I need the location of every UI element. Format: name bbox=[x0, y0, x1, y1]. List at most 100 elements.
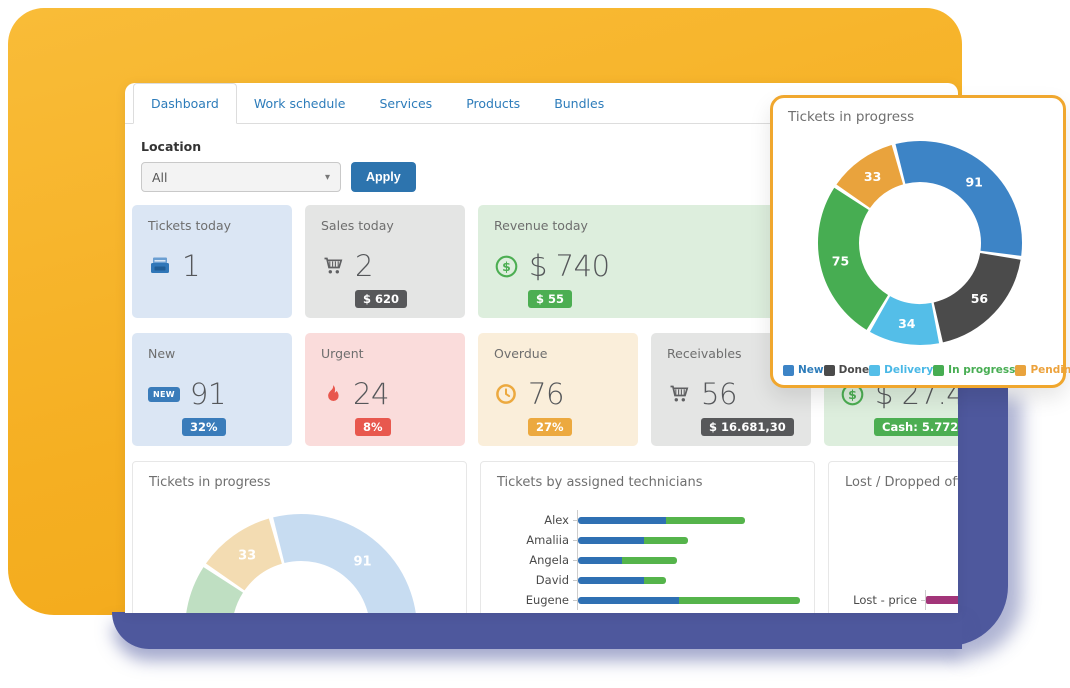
legend-item-in-progress[interactable]: In progress bbox=[933, 364, 1015, 376]
bar-segment-completed bbox=[621, 556, 677, 564]
stat-card-new[interactable]: New NEW 91 32% bbox=[132, 333, 292, 446]
stat-card-receivables[interactable]: Receivables 56 $ 16.681,30 bbox=[651, 333, 811, 446]
axis-tick bbox=[921, 599, 925, 601]
bar-row-angela: Angela bbox=[481, 550, 802, 570]
cart-icon bbox=[667, 382, 691, 406]
new-badge-icon: NEW bbox=[148, 386, 180, 402]
bar-label: Eugene bbox=[525, 593, 569, 607]
stat-value: 91 bbox=[189, 377, 226, 411]
location-filter: Location All ▾ Apply bbox=[141, 139, 958, 192]
purple-backdrop-bottom bbox=[112, 612, 962, 649]
stat-row-1: Tickets today 1 Sales today 2 $ 620 Revenue t… bbox=[132, 205, 811, 318]
lost-dropped-card: Lost / Dropped off tickets Lost - price bbox=[828, 461, 958, 613]
bar-segment-completed bbox=[643, 576, 666, 584]
axis-tick bbox=[573, 519, 577, 521]
svg-text:75: 75 bbox=[832, 253, 849, 268]
legend-label: Delivery bbox=[884, 364, 934, 376]
stat-title: Tickets today bbox=[148, 218, 232, 233]
bar-label: Alex bbox=[544, 513, 569, 527]
stat-card-revenue-today[interactable]: Revenue today $ $ 740 $ 55 bbox=[478, 205, 811, 318]
legend-swatch bbox=[823, 364, 835, 376]
bar-segment-completed bbox=[679, 596, 800, 604]
axis-tick bbox=[573, 539, 577, 541]
location-select[interactable]: All ▾ bbox=[141, 162, 341, 192]
stat-badge: 27% bbox=[528, 418, 572, 436]
legend-swatch bbox=[1015, 364, 1027, 376]
location-selected-value: All bbox=[152, 169, 168, 185]
printer-icon bbox=[148, 254, 172, 278]
svg-text:$: $ bbox=[502, 258, 511, 273]
bar-segment-price bbox=[926, 596, 958, 604]
stat-value: 24 bbox=[353, 377, 389, 411]
bar-row-alex: Alex bbox=[481, 510, 802, 530]
technicians-chart-card: Tickets by assigned technicians Alex Amal… bbox=[480, 461, 815, 613]
tab-products[interactable]: Products bbox=[466, 95, 521, 111]
stat-card-tickets-today[interactable]: Tickets today 1 bbox=[132, 205, 292, 318]
bar-label: Lost - price bbox=[853, 593, 917, 607]
flame-icon bbox=[321, 382, 343, 406]
stat-badge: 8% bbox=[355, 418, 391, 436]
location-label: Location bbox=[141, 139, 202, 154]
tab-bar: Dashboard Work schedule Services Products Bu… bbox=[125, 83, 958, 124]
svg-text:33: 33 bbox=[238, 548, 256, 563]
legend-label: In progress bbox=[948, 364, 1016, 376]
svg-text:91: 91 bbox=[965, 174, 982, 189]
tab-services[interactable]: Services bbox=[379, 95, 433, 111]
dollar-icon: $ bbox=[494, 254, 519, 279]
legend-item-done[interactable]: Done bbox=[823, 364, 869, 376]
bar-segment-assigned bbox=[578, 596, 680, 604]
bar-segment-completed bbox=[665, 516, 745, 524]
bar-row-david: David bbox=[481, 570, 802, 590]
bar-row-lost-price: Lost - price bbox=[829, 590, 958, 610]
bar-segment-assigned bbox=[578, 516, 666, 524]
popup-title: Tickets in progress bbox=[788, 109, 915, 125]
stat-value: 56 bbox=[701, 377, 737, 411]
bar-label: David bbox=[535, 573, 569, 587]
bar-row-amaliia: Amaliia bbox=[481, 530, 802, 550]
stat-badge: Cash: 5.772,72 | Ca bbox=[874, 418, 958, 436]
axis-tick bbox=[573, 579, 577, 581]
legend-item-pending[interactable]: Pending bbox=[1015, 364, 1070, 376]
svg-text:56: 56 bbox=[971, 291, 989, 306]
stat-title: Overdue bbox=[494, 346, 548, 361]
chart-title: Lost / Dropped off tickets bbox=[845, 475, 958, 490]
svg-text:$: $ bbox=[848, 386, 857, 401]
stat-card-urgent[interactable]: Urgent 24 8% bbox=[305, 333, 465, 446]
bar-segment-assigned bbox=[578, 556, 622, 564]
legend-item-delivery[interactable]: Delivery bbox=[869, 364, 933, 376]
stat-card-sales-today[interactable]: Sales today 2 $ 620 bbox=[305, 205, 465, 318]
bar-label: Angela bbox=[529, 553, 569, 567]
svg-text:34: 34 bbox=[898, 316, 916, 331]
technicians-bars: Alex Amaliia Angela David Eugene bbox=[481, 510, 802, 610]
chevron-down-icon: ▾ bbox=[324, 171, 330, 183]
popup-donut: 91 56 34 75 33 bbox=[774, 134, 1062, 370]
tickets-in-progress-popup: Tickets in progress 91 56 34 75 33 New Done De… bbox=[770, 95, 1070, 388]
bar-row-eugene: Eugene bbox=[481, 590, 802, 610]
tab-work-schedule[interactable]: Work schedule bbox=[253, 95, 346, 111]
apply-button[interactable]: Apply bbox=[351, 162, 416, 192]
lost-dropped-bars: Lost - price bbox=[829, 590, 958, 610]
legend-item-new[interactable]: New bbox=[783, 364, 824, 376]
popup-legend: New Done Delivery In progress Pending bbox=[783, 364, 1070, 376]
clock-icon bbox=[494, 382, 518, 406]
stat-value: 2 bbox=[355, 249, 373, 283]
tab-bundles[interactable]: Bundles bbox=[554, 95, 605, 111]
legend-label: New bbox=[798, 364, 824, 376]
stat-value: 76 bbox=[528, 377, 564, 411]
axis-tick bbox=[573, 599, 577, 601]
bar-label: Amaliia bbox=[526, 533, 569, 547]
stat-badge: 32% bbox=[182, 418, 226, 436]
axis-tick bbox=[573, 559, 577, 561]
chart-title: Tickets by assigned technicians bbox=[497, 475, 703, 490]
tab-dashboard[interactable]: Dashboard bbox=[133, 83, 237, 124]
stat-card-overdue[interactable]: Overdue 76 27% bbox=[478, 333, 638, 446]
stat-badge: $ 16.681,30 bbox=[701, 418, 794, 436]
svg-text:91: 91 bbox=[353, 554, 371, 569]
legend-swatch bbox=[783, 364, 794, 376]
bar-segment-completed bbox=[643, 536, 688, 544]
legend-swatch bbox=[869, 364, 881, 376]
